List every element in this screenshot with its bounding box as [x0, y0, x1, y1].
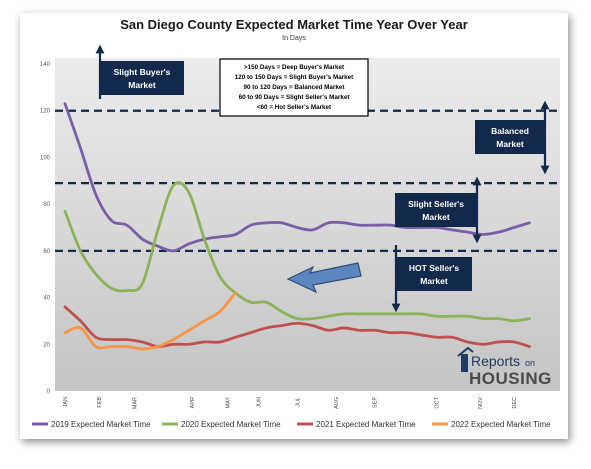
key-line-1: >150 Days = Deep Buyer's Market	[244, 64, 345, 71]
key-line-5: <60 = Hot Seller's Market	[257, 104, 332, 111]
annotation-hot-seller-line2: Market	[420, 276, 448, 286]
x-tick-label: OCT	[435, 396, 441, 408]
chart-subtitle: In Days	[282, 35, 306, 42]
logo-housing-text: HOUSING	[469, 369, 552, 388]
x-tick-label: MAR	[133, 397, 139, 409]
chart-frame: San Diego County Expected Market Time Ye…	[20, 13, 568, 439]
annotation-slight-buyer-line1: Slight Buyer's	[114, 67, 171, 77]
x-tick-label: AUG	[334, 397, 340, 409]
reports-on-housing-logo: Reports on HOUSING	[457, 346, 552, 388]
y-tick-label: 100	[40, 155, 51, 161]
series-line-4	[63, 291, 237, 351]
x-tick-label: MAY	[226, 397, 232, 409]
key-line-3: 90 to 120 Days = Balanced Market	[244, 84, 346, 91]
market-key-box: >150 Days = Deep Buyer's Market 120 to 1…	[219, 58, 369, 117]
legend-item: 2020 Expected Market Time	[162, 420, 281, 429]
legend: 2019 Expected Market Time 2020 Expected M…	[32, 420, 551, 429]
series-group	[63, 102, 531, 351]
annotation-slight-buyer: Slight Buyer's Market	[95, 44, 184, 99]
annotation-balanced-line2: Market	[496, 139, 524, 149]
series-line-2	[63, 181, 531, 323]
x-tick-label: JAN	[63, 397, 69, 407]
legend-item: 2019 Expected Market Time	[32, 420, 151, 429]
logo-house-icon	[457, 346, 474, 372]
annotation-slight-buyer-line2: Market	[128, 80, 156, 90]
series-line-3	[63, 305, 531, 349]
y-axis-ticks: 0 20 40 60 80 100 120 140	[40, 62, 51, 395]
legend-label: 2021 Expected Market Time	[316, 420, 416, 429]
key-line-2: 120 to 150 Days = Slight Buyer's Market	[235, 74, 354, 81]
y-tick-label: 120	[40, 109, 51, 115]
annotation-hot-seller-line1: HOT Seller's	[409, 263, 459, 273]
key-line-4: 60 to 90 Days = Slight Seller's Market	[239, 94, 351, 101]
series-line-1	[63, 102, 531, 253]
x-tick-label: SEP	[373, 397, 379, 408]
annotation-balanced: Balanced Market	[475, 100, 550, 175]
legend-item: 2021 Expected Market Time	[297, 420, 416, 429]
chart-svg: 0 20 40 60 80 100 120 140 JAN FEB MAR APR MAY JUN JUL…	[32, 44, 560, 429]
legend-label: 2020 Expected Market Time	[181, 420, 281, 429]
y-tick-label: 0	[47, 389, 51, 395]
y-tick-label: 140	[40, 62, 51, 68]
annotation-balanced-line1: Balanced	[491, 126, 529, 136]
x-tick-label: NOV	[478, 397, 484, 409]
logo-reports-text: Reports	[471, 353, 520, 369]
legend-label: 2019 Expected Market Time	[51, 420, 151, 429]
x-tick-label: JUL	[295, 397, 301, 407]
annotation-slight-seller-line2: Market	[422, 212, 450, 222]
y-tick-label: 20	[43, 342, 50, 348]
legend-item: 2022 Expected Market Time	[432, 420, 551, 429]
logo-on-text: on	[525, 358, 535, 368]
x-tick-label: APR	[190, 397, 196, 408]
legend-label: 2022 Expected Market Time	[451, 420, 551, 429]
y-tick-label: 40	[43, 296, 50, 302]
pointer-arrow	[286, 262, 362, 294]
annotation-slight-seller: Slight Seller's Market	[395, 176, 482, 244]
chart-title: San Diego County Expected Market Time Ye…	[120, 17, 468, 32]
y-tick-label: 80	[43, 202, 50, 208]
annotation-slight-seller-line1: Slight Seller's	[408, 199, 464, 209]
x-tick-label: DEC	[512, 397, 518, 409]
x-tick-label: JUN	[257, 397, 263, 408]
annotation-hot-seller: HOT Seller's Market	[391, 245, 472, 313]
y-tick-label: 60	[43, 249, 50, 255]
x-tick-label: FEB	[97, 397, 103, 408]
x-axis-ticks: JAN FEB MAR APR MAY JUN JUL AUG SEP OCT NOV DEC	[63, 396, 518, 409]
